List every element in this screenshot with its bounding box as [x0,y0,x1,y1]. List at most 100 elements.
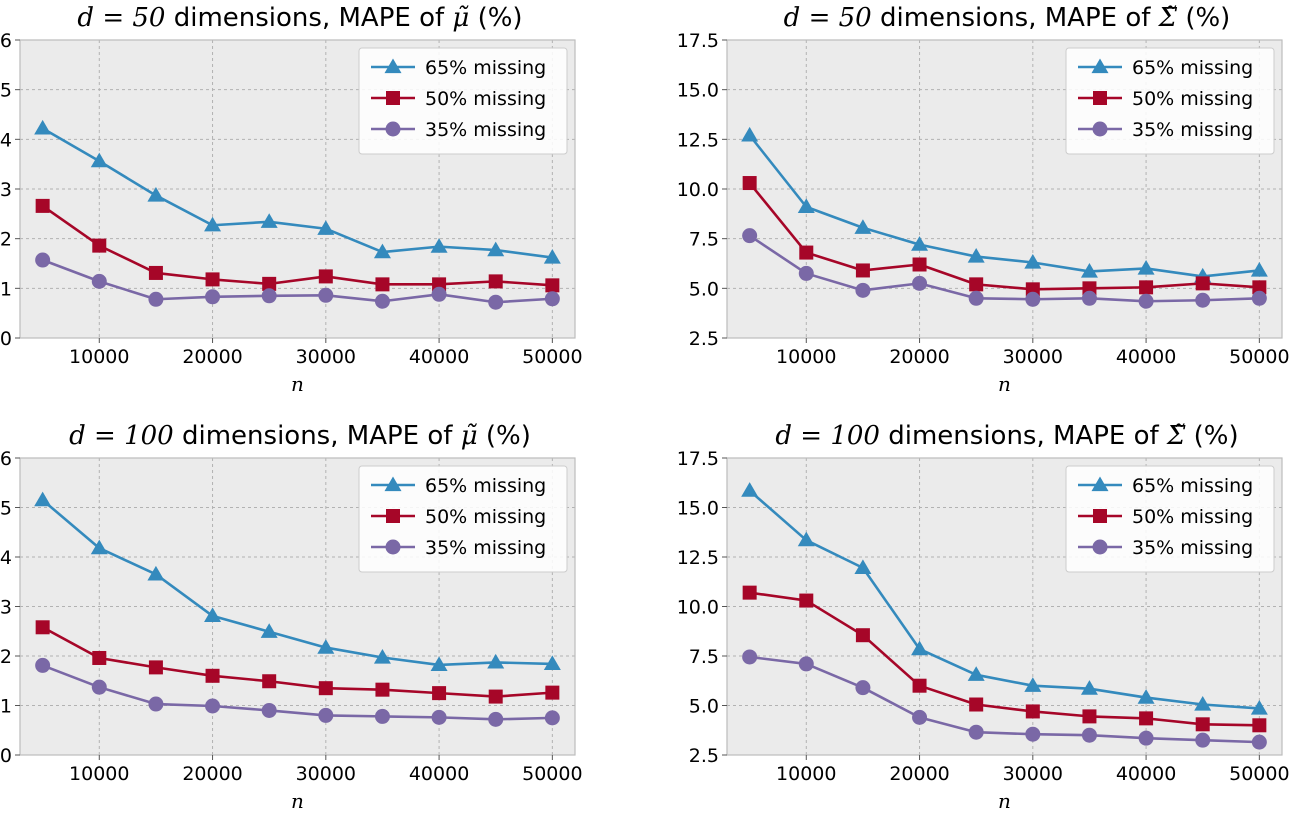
x-tick-label: 20000 [182,763,242,785]
title-symbol: Σ̃ [1166,421,1186,451]
y-tick-label: 2.5 [689,745,719,767]
data-point-circle [855,680,871,696]
data-point-circle [1138,730,1154,746]
chart-title: d = 50 dimensions, MAPE of Σ̃ (%) [784,3,1231,33]
data-point-circle [318,287,334,303]
data-point-square [969,697,984,712]
data-point-triangle [430,238,448,253]
y-tick-label: 3 [0,597,12,619]
y-tick-label: 2 [0,646,12,668]
data-point-circle [35,252,51,268]
data-point-triangle [204,607,222,623]
data-point-triangle [741,482,759,497]
data-point-square [148,660,163,675]
series-line-square [42,626,553,698]
title-suffix: (%) [1185,421,1238,451]
data-point-square [742,176,757,191]
legend-marker-square [386,509,400,523]
x-tick-label: 50000 [1229,346,1289,368]
y-tick-label: 17.5 [677,30,719,52]
legend-marker-square [1093,91,1107,105]
title-text: dimensions, MAPE of [165,3,452,33]
title-suffix: (%) [469,3,522,33]
data-point-square [1139,711,1154,726]
y-tick-label: 1 [0,696,12,718]
legend-marker-triangle [384,58,402,74]
data-point-triangle [317,220,335,235]
y-tick-label: 2.5 [689,328,719,350]
data-point-square [1082,709,1097,724]
data-point-triangle [487,653,505,669]
data-point-triangle [260,623,278,638]
x-tick-label: 40000 [1116,346,1176,368]
series-line-triangle [748,134,1260,278]
data-point-circle [318,707,334,723]
legend-label: 35% missing [1132,537,1253,559]
legend-label: 65% missing [425,57,546,79]
y-tick-label: 7.5 [689,229,719,251]
legend-marker-triangle [1091,476,1109,492]
chart-title: d = 50 dimensions, MAPE of μ̃ (%) [77,3,522,33]
chart-title: d = 100 dimensions, MAPE of Σ̃ (%) [775,421,1238,451]
data-point-triangle [317,639,335,654]
x-tick-label: 10000 [776,346,836,368]
series-line-square [41,204,553,287]
data-point-square [545,278,560,293]
data-point-circle [742,228,758,244]
chart-panel-1: 10000 20000 30000 40000 50000 0 1 2 3 4 5 6 n d = 50 … [0,3,583,396]
chart-panel-3: 10000 20000 30000 40000 50000 0 1 2 3 4 5 6 n d = 100… [0,421,583,813]
legend-box [1065,47,1275,155]
series-line-triangle [748,489,1260,710]
y-tick-label: 4 [0,129,12,151]
data-point-triangle [204,216,222,232]
data-point-triangle [911,236,929,251]
series-line-square [749,591,1260,727]
chart-panel-2: 10000 20000 30000 40000 50000 2.5 5.0 7.5 10.0 12… [677,3,1290,396]
data-point-square [855,628,870,643]
data-point-circle [855,282,871,298]
legend-label: 35% missing [425,119,546,141]
data-point-square [969,277,984,292]
data-point-circle [261,702,277,718]
legend-marker-circle [385,539,401,555]
title-symbol: μ̃ [452,3,469,33]
data-point-square [205,272,220,287]
data-point-circle [91,679,107,695]
data-point-square [92,650,107,665]
y-tick-label: 6 [0,448,12,470]
data-point-circle [912,275,928,291]
data-point-triangle [147,186,165,202]
x-tick-label: 30000 [296,763,356,785]
data-point-circle [1025,291,1041,307]
data-point-triangle [967,666,985,681]
data-point-triangle [430,656,448,672]
data-point-square [375,277,390,292]
x-tick-label: 30000 [296,346,356,368]
y-tick-label: 10.0 [677,179,719,201]
data-point-circle [544,710,560,726]
data-point-triangle [911,640,929,656]
y-tick-label: 2 [0,229,12,251]
data-point-triangle [487,241,505,257]
y-tick-label: 0 [0,745,12,767]
data-point-triangle [34,119,52,135]
data-point-triangle [373,243,391,259]
data-point-circle [798,265,814,281]
series-line-circle [748,234,1260,303]
x-tick-label: 30000 [1003,763,1063,785]
legend-box [358,47,568,155]
chart-panel-4: 10000 20000 30000 40000 50000 2.5 5.0 7.5 10.0 12… [677,421,1290,813]
data-point-circle [261,288,277,304]
legend-marker-square [1093,509,1107,523]
x-tick-label: 50000 [1229,763,1289,785]
data-point-circle [431,286,447,302]
x-tick-label: 30000 [1003,346,1063,368]
data-point-square [1195,717,1210,732]
chart-title: d = 100 dimensions, MAPE of μ̃ (%) [69,421,531,451]
data-point-square [1139,280,1154,295]
data-point-square [912,257,927,272]
data-point-triangle [1250,699,1268,715]
x-axis-label: n [291,372,304,396]
y-tick-label: 7.5 [689,646,719,668]
data-point-triangle [1250,261,1268,277]
